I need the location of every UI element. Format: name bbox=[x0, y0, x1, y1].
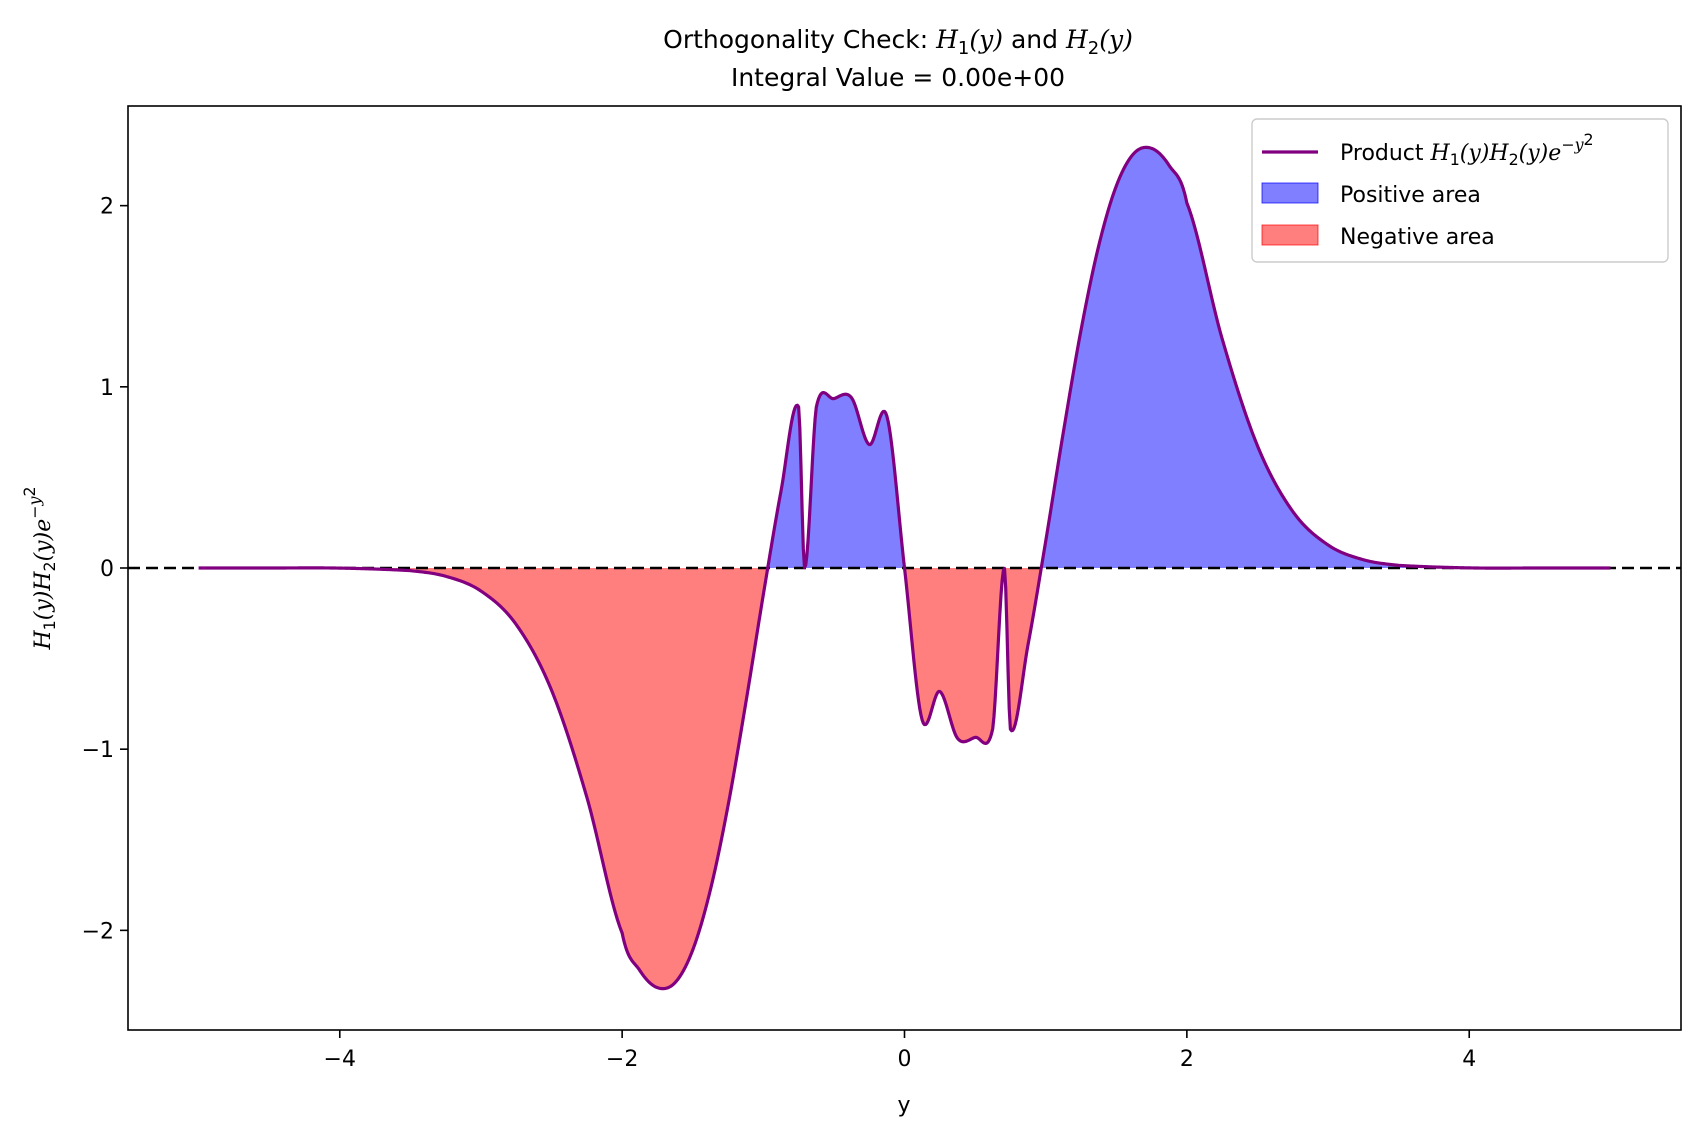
positive-area-fill bbox=[198, 147, 1611, 568]
y-tick-label: −1 bbox=[82, 738, 114, 763]
product-series-line bbox=[198, 145, 1611, 991]
negative-area-fill bbox=[198, 568, 1611, 989]
legend-positive-label: Positive area bbox=[1340, 183, 1481, 208]
y-tick-label: 1 bbox=[100, 376, 114, 401]
legend: Product H1(y)H2(y)e−y2 Positive area Neg… bbox=[1251, 118, 1669, 263]
y-tick-label: 0 bbox=[100, 557, 114, 582]
y-axis-label: H1(y)H2(y)e−y2 bbox=[20, 486, 59, 650]
legend-negative-label: Negative area bbox=[1340, 225, 1495, 250]
y-axis-ticks: −2 −1 0 1 2 bbox=[82, 195, 128, 944]
x-tick-label: −4 bbox=[324, 1047, 356, 1072]
x-tick-label: −2 bbox=[606, 1047, 638, 1072]
legend-box bbox=[1251, 118, 1669, 263]
x-tick-label: 4 bbox=[1462, 1047, 1476, 1072]
x-axis-label: y bbox=[897, 1093, 910, 1118]
legend-negative-swatch bbox=[1261, 224, 1319, 246]
x-tick-label: 2 bbox=[1180, 1047, 1194, 1072]
y-tick-label: −2 bbox=[82, 919, 114, 944]
chart-subtitle: Integral Value = 0.00e+00 bbox=[731, 63, 1065, 92]
y-tick-label: 2 bbox=[100, 195, 114, 220]
legend-positive-swatch bbox=[1261, 182, 1319, 204]
chart-title: Orthogonality Check: H1(y) and H2(y) bbox=[663, 25, 1133, 59]
x-tick-label: 0 bbox=[898, 1047, 912, 1072]
x-axis-ticks: −4 −2 0 2 4 bbox=[324, 1030, 1476, 1072]
legend-product-label: Product H1(y)H2(y)e−y2 bbox=[1340, 130, 1594, 169]
